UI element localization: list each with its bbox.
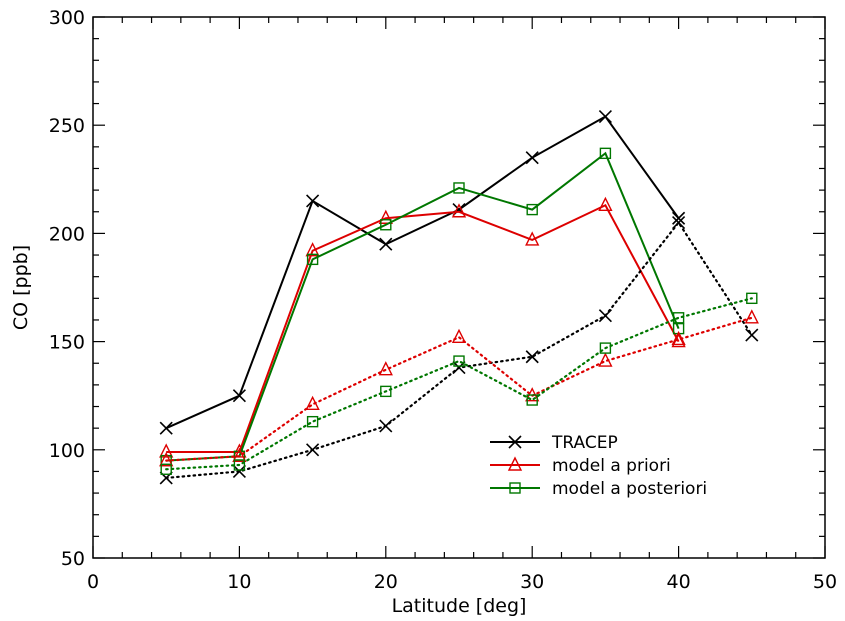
marker-stroke (598, 109, 612, 124)
y-tick-label: 200 (49, 223, 85, 245)
legend-entry: TRACEP (490, 433, 618, 453)
data-point (453, 355, 465, 367)
marker-stroke (508, 435, 522, 449)
data-point (306, 415, 319, 428)
legend-label: TRACEP (551, 433, 618, 453)
series-group (159, 109, 759, 485)
data-point (159, 452, 174, 467)
data-point (379, 419, 393, 433)
x-tick-label: 50 (813, 571, 837, 593)
legend-marker (507, 456, 523, 471)
series-line (165, 316, 753, 462)
dotted-series-square (160, 292, 758, 475)
solid-series-x (159, 109, 686, 435)
data-point (453, 182, 465, 194)
data-point (451, 203, 467, 218)
data-point (599, 147, 612, 160)
marker-stroke (598, 309, 612, 323)
series-line (165, 115, 680, 430)
data-point (378, 209, 393, 224)
y-tick-label: 100 (49, 440, 85, 462)
marker-stroke (672, 211, 686, 225)
solid-series-triangle (159, 196, 686, 458)
series-line (165, 220, 753, 480)
legend-marker (508, 435, 522, 449)
data-point (306, 194, 320, 208)
data-point (232, 464, 246, 479)
data-point (598, 109, 612, 124)
data-point (159, 443, 174, 458)
data-point (379, 237, 393, 251)
data-point (525, 231, 540, 246)
data-point (232, 447, 247, 462)
data-point (305, 242, 320, 257)
marker-stroke (232, 389, 246, 403)
solid-series-square (160, 147, 685, 467)
marker-stroke (525, 151, 539, 165)
plot-frame (92, 16, 826, 559)
marker-stroke (379, 237, 393, 251)
x-tick-label: 0 (87, 571, 99, 593)
legend-label: model a posteriori (552, 479, 707, 499)
x-axis-label: Latitude [deg] (392, 595, 527, 617)
data-point (526, 394, 538, 406)
data-point (598, 352, 613, 367)
data-point (378, 361, 393, 376)
x-tick-label: 40 (667, 571, 691, 593)
data-point (233, 459, 246, 471)
data-point (451, 328, 467, 343)
data-point (525, 151, 539, 165)
marker-stroke (379, 419, 393, 433)
legend-entry: model a priori (490, 456, 671, 476)
data-point (305, 395, 320, 411)
data-point (746, 292, 758, 305)
y-tick-label: 300 (49, 7, 85, 29)
data-point (380, 219, 392, 231)
marker-stroke (745, 328, 759, 342)
data-point (598, 196, 613, 211)
data-point (598, 309, 612, 323)
dotted-series-x (159, 216, 759, 485)
x-tick-label: 30 (520, 571, 544, 593)
legend: TRACEP model a priori model a posteriori (490, 433, 707, 499)
y-axis-label: CO [ppb] (10, 245, 32, 330)
marker-stroke (672, 216, 686, 230)
data-point (526, 203, 538, 216)
dotted-series-triangle (159, 309, 759, 467)
data-point (599, 342, 612, 354)
y-tick-label: 150 (49, 332, 85, 354)
marker-stroke (159, 421, 173, 435)
data-point (671, 330, 686, 346)
series-line (165, 297, 753, 471)
data-point (160, 463, 172, 475)
data-point (232, 389, 246, 403)
data-point (306, 253, 319, 266)
marker-stroke (232, 464, 246, 479)
legend-marker (509, 482, 521, 494)
data-point (306, 443, 320, 457)
data-point (744, 309, 759, 324)
data-point (745, 328, 759, 342)
x-tick-label: 10 (227, 571, 251, 593)
marker-stroke (306, 194, 320, 208)
marker-stroke (306, 443, 320, 457)
data-point (525, 350, 539, 364)
axes: 0 10 20 30 40 50 50 100 150 200 250 300 (49, 7, 837, 593)
data-point (672, 216, 686, 230)
y-tick-label: 50 (61, 548, 85, 570)
legend-label: model a priori (552, 456, 671, 476)
data-point (380, 385, 392, 398)
series-line (166, 151, 680, 462)
y-tick-label: 250 (49, 115, 85, 137)
data-point (672, 211, 686, 225)
series-line (166, 203, 680, 453)
legend-entry: model a posteriori (490, 479, 707, 499)
data-point (672, 312, 685, 324)
marker-stroke (525, 350, 539, 364)
data-point (159, 421, 173, 435)
x-tick-label: 20 (374, 571, 398, 593)
